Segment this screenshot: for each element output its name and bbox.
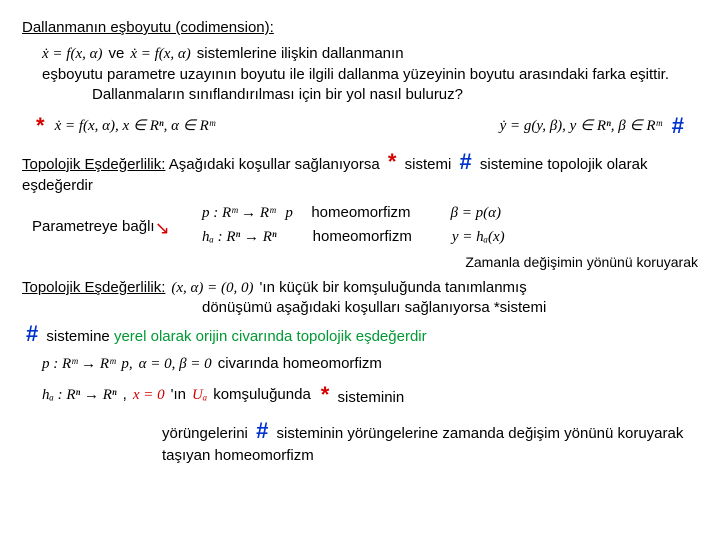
eq-h-map: hₐ : Rⁿ → Rⁿ	[202, 227, 277, 247]
p-sym: p	[285, 203, 301, 223]
eq-hash-system: ẏ = g(y, β), y ∈ Rⁿ, β ∈ Rᵐ	[500, 116, 662, 136]
cond1-p: p,	[121, 354, 132, 374]
te2-b: dönüşümü aşağıdaki koşulları sağlanıyors…	[202, 298, 698, 318]
cond3-a: yörüngelerini	[162, 425, 248, 442]
txt-sistem: sistemlerine ilişkin dallanmanın	[197, 44, 404, 64]
eq-p-map: p : Rᵐ → Rᵐ	[202, 203, 275, 223]
te2-c: sistemine	[46, 328, 109, 345]
eq-xdot-f: ẋ = f(x, α)	[42, 44, 102, 64]
cond2-sep: ,	[123, 385, 127, 405]
hash2-icon: #	[22, 321, 42, 346]
txt-ve: ve	[108, 44, 124, 64]
te2-a: 'ın küçük bir komşuluğunda tanımlanmış	[260, 278, 527, 298]
title: Dallanmanın eşboyutu (codimension):	[22, 19, 274, 36]
cond1-mid: α = 0, β = 0	[139, 354, 212, 374]
hash3-icon: #	[252, 418, 272, 443]
te2-green: yerel olarak orijin civarında topolojik …	[114, 328, 427, 345]
te-label: Topolojik Eşdeğerlilik:	[22, 156, 165, 173]
hash-icon: #	[668, 111, 688, 141]
cond2-b: 'ın	[171, 385, 186, 405]
eq-y: y = hₐ(x)	[452, 227, 505, 247]
arrow-icon	[155, 220, 185, 234]
cond2-U: Uₐ	[192, 385, 207, 405]
cond2-c: komşuluğunda	[213, 385, 311, 405]
eq-zero: (x, α) = (0, 0)	[171, 278, 253, 298]
te2-label: Topolojik Eşdeğerlilik:	[22, 278, 165, 298]
eq-beta: β = p(α)	[451, 203, 501, 223]
cond1-txt: civarında homeomorfizm	[218, 354, 382, 374]
homeo2: homeomorfizm	[313, 227, 412, 247]
txt-esboyutu: eşboyutu parametre uzayının boyutu ile i…	[42, 65, 698, 85]
zaman-txt: Zamanla değişimin yönünü koruyarak	[465, 254, 698, 270]
star-icon: *	[32, 111, 49, 141]
cond2-star: * sisteminin	[317, 380, 404, 410]
homeo1: homeomorfizm	[311, 203, 410, 223]
cond1-p-map: p : Rᵐ → Rᵐ	[42, 354, 115, 374]
param-label: Parametreye bağlı	[32, 217, 155, 237]
cond2-x0: x = 0	[133, 385, 165, 405]
eq-star-system: ẋ = f(x, α), x ∈ Rⁿ, α ∈ Rᵐ	[55, 116, 215, 136]
eq-xdot-f2: ẋ = f(x, α)	[130, 44, 190, 64]
cond2-h-map: hₐ : Rⁿ → Rⁿ	[42, 385, 117, 405]
txt-question: Dallanmaların sınıflandırılması için bir…	[92, 85, 698, 105]
